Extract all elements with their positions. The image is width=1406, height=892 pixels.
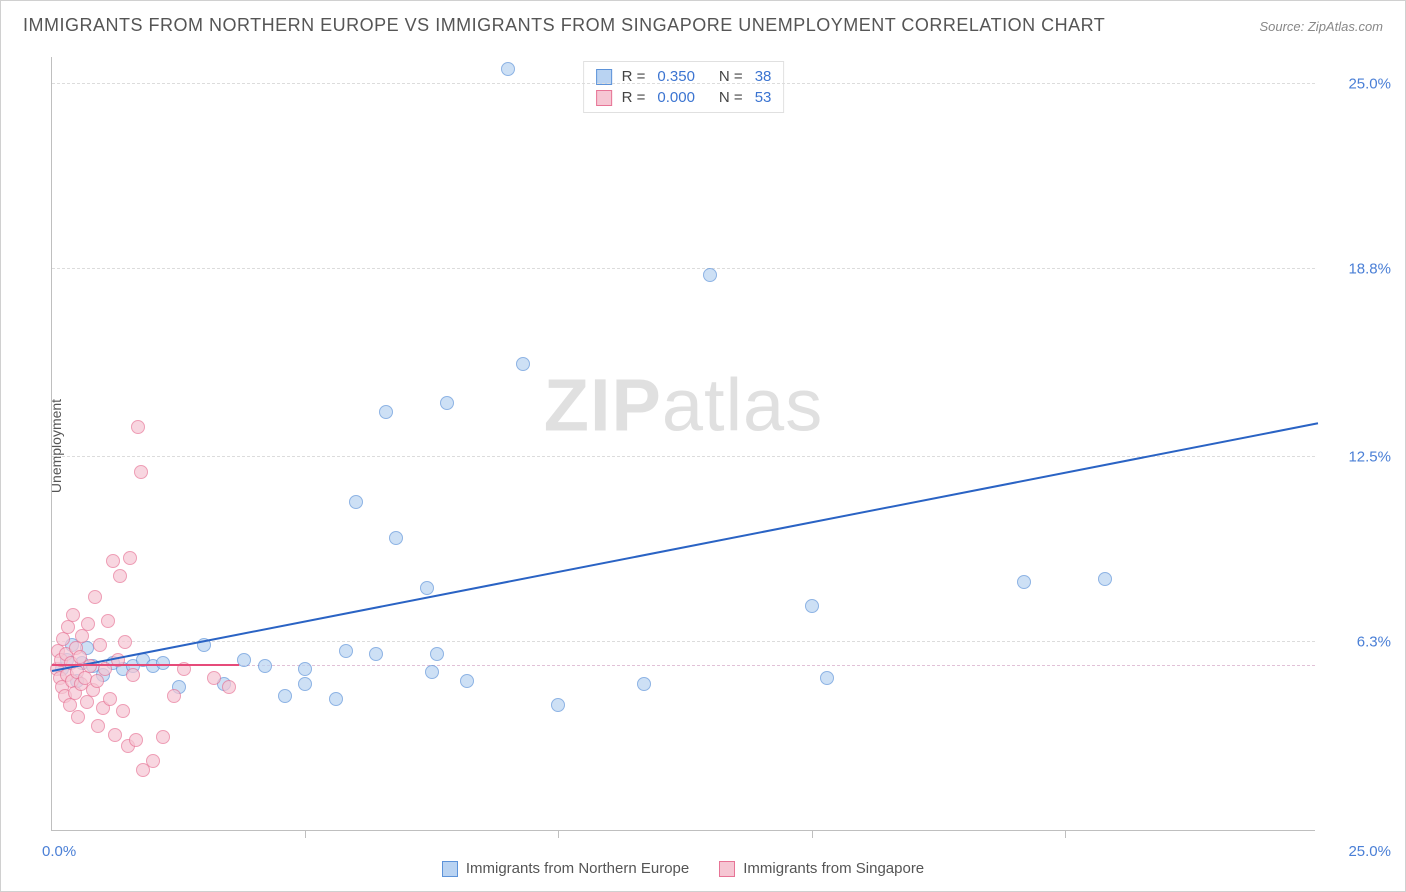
data-point xyxy=(81,617,95,631)
legend-item: Immigrants from Northern Europe xyxy=(442,860,689,877)
legend-swatch xyxy=(596,90,612,106)
data-point xyxy=(90,674,104,688)
legend-bottom: Immigrants from Northern Europe Immigrant… xyxy=(51,860,1315,877)
data-point xyxy=(123,551,137,565)
data-point xyxy=(108,728,122,742)
data-point xyxy=(637,677,651,691)
data-point xyxy=(91,719,105,733)
data-point xyxy=(88,590,102,604)
data-point xyxy=(134,465,148,479)
data-point xyxy=(349,495,363,509)
data-point xyxy=(101,614,115,628)
trend-line xyxy=(52,422,1318,672)
data-point xyxy=(805,599,819,613)
data-point xyxy=(258,659,272,673)
data-point xyxy=(1017,575,1031,589)
data-point xyxy=(71,710,85,724)
data-point xyxy=(118,635,132,649)
data-point xyxy=(103,692,117,706)
data-point xyxy=(126,668,140,682)
gridline xyxy=(52,456,1315,457)
data-point xyxy=(501,62,515,76)
data-point xyxy=(298,677,312,691)
x-tick xyxy=(812,830,813,838)
data-point xyxy=(237,653,251,667)
gridline xyxy=(52,268,1315,269)
data-point xyxy=(113,569,127,583)
data-point xyxy=(430,647,444,661)
data-point xyxy=(146,754,160,768)
data-point xyxy=(56,632,70,646)
x-axis-max-label: 25.0% xyxy=(1325,843,1391,860)
gridline xyxy=(52,641,1315,642)
y-tick-label: 12.5% xyxy=(1325,448,1391,465)
data-point xyxy=(820,671,834,685)
y-tick-label: 6.3% xyxy=(1325,633,1391,650)
data-point xyxy=(1098,572,1112,586)
data-point xyxy=(339,644,353,658)
data-point xyxy=(129,733,143,747)
data-point xyxy=(369,647,383,661)
data-point xyxy=(61,620,75,634)
data-point xyxy=(329,692,343,706)
data-point xyxy=(167,689,181,703)
trend-line xyxy=(52,664,239,666)
data-point xyxy=(106,554,120,568)
data-point xyxy=(460,674,474,688)
data-point xyxy=(131,420,145,434)
data-point xyxy=(703,268,717,282)
data-point xyxy=(425,665,439,679)
data-point xyxy=(222,680,236,694)
legend-stats: R =0.350N =38R =0.000N =53 xyxy=(583,61,785,113)
x-tick xyxy=(1065,830,1066,838)
legend-swatch xyxy=(719,861,735,877)
data-point xyxy=(156,730,170,744)
data-point xyxy=(516,357,530,371)
data-point xyxy=(207,671,221,685)
x-axis-min-label: 0.0% xyxy=(42,843,76,860)
data-point xyxy=(75,629,89,643)
data-point xyxy=(66,608,80,622)
source-attribution: Source: ZipAtlas.com xyxy=(1259,19,1383,34)
data-point xyxy=(116,704,130,718)
data-point xyxy=(440,396,454,410)
data-point xyxy=(551,698,565,712)
data-point xyxy=(93,638,107,652)
data-point xyxy=(80,695,94,709)
data-point xyxy=(389,531,403,545)
legend-r-value: 0.000 xyxy=(657,89,695,106)
chart-container: IMMIGRANTS FROM NORTHERN EUROPE VS IMMIG… xyxy=(0,0,1406,892)
legend-stat-row: R = 0.000 N = 53 xyxy=(596,87,772,108)
gridline xyxy=(52,83,1315,84)
y-tick-label: 25.0% xyxy=(1325,75,1391,92)
legend-item: Immigrants from Singapore xyxy=(719,860,924,877)
chart-title: IMMIGRANTS FROM NORTHERN EUROPE VS IMMIG… xyxy=(23,15,1105,36)
legend-n-value: 53 xyxy=(755,89,772,106)
data-point xyxy=(379,405,393,419)
watermark: ZIPatlas xyxy=(544,362,823,447)
legend-swatch xyxy=(442,861,458,877)
legend-label: Immigrants from Singapore xyxy=(743,860,924,877)
plot-area: ZIPatlas R =0.350N =38R =0.000N =53 0.0%… xyxy=(51,57,1315,831)
legend-n-label: N = xyxy=(719,89,743,106)
legend-r-label: R = xyxy=(622,89,646,106)
x-tick xyxy=(305,830,306,838)
data-point xyxy=(420,581,434,595)
x-tick xyxy=(558,830,559,838)
legend-label: Immigrants from Northern Europe xyxy=(466,860,689,877)
data-point xyxy=(278,689,292,703)
y-tick-label: 18.8% xyxy=(1325,260,1391,277)
data-point xyxy=(298,662,312,676)
